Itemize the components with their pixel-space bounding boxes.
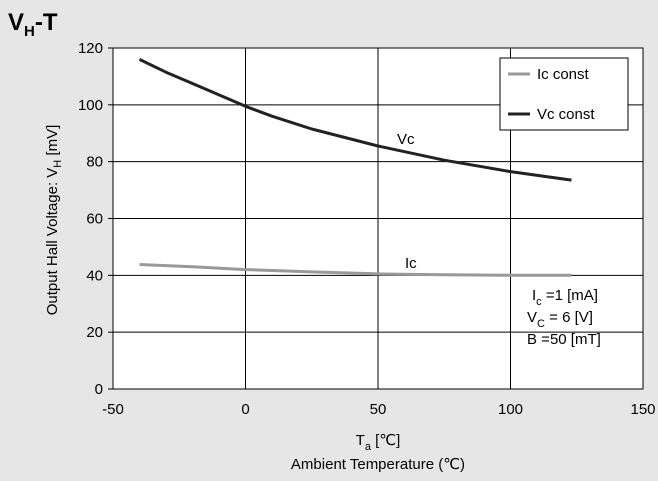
condition-b: B =50 [mT] (527, 331, 601, 348)
ic-curve-label: Ic (405, 255, 417, 272)
y-tick-label: 120 (78, 40, 103, 57)
legend-label-ic: Ic const (537, 66, 590, 83)
conditions: Ic =1 [mA] VC = 6 [V] B =50 [mT] (527, 287, 601, 348)
y-tick-label: 0 (95, 381, 103, 398)
x-tick-label: 0 (241, 401, 249, 418)
x-tick-label: 50 (370, 401, 387, 418)
y-tick-label: 40 (86, 267, 103, 284)
tick-layer: -50 0 50 100 150 0 20 40 60 80 100 120 (78, 40, 656, 418)
chart-title: VH-T (8, 9, 58, 40)
y-tick-label: 60 (86, 211, 103, 228)
legend-box (499, 57, 629, 131)
legend: Ic const Vc const (499, 57, 629, 131)
x-tick-label: -50 (102, 401, 124, 418)
x-tick-label: 150 (630, 401, 655, 418)
series-line-ic-const (139, 263, 572, 277)
y-tick-label: 80 (86, 154, 103, 171)
legend-label-vc: Vc const (537, 106, 595, 123)
x-axis-symbol: Ta [℃] (356, 432, 401, 453)
series-line-vc-const (138, 58, 572, 182)
y-tick-label: 100 (78, 97, 103, 114)
vc-curve-label: Vc (397, 131, 415, 148)
condition-ic: Ic =1 [mA] (532, 287, 598, 308)
y-axis-label: Output Hall Voltage: VH [mV] (44, 125, 64, 316)
x-axis-name: Ambient Temperature (℃) (291, 456, 465, 473)
condition-vc: VC = 6 [V] (527, 309, 593, 330)
series-layer (138, 58, 572, 277)
y-tick-label: 20 (86, 324, 103, 341)
x-tick-label: 100 (498, 401, 523, 418)
